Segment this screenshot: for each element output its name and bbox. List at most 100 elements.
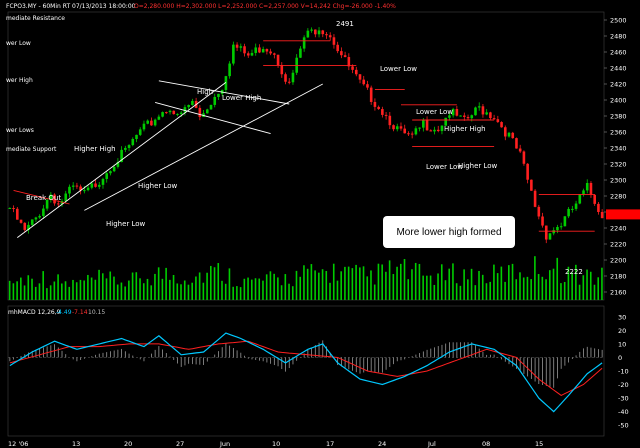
candle-body <box>179 112 183 114</box>
annotation-higher-low-3: Higher Low <box>458 162 498 170</box>
candle-body <box>526 163 529 180</box>
candle-body <box>518 148 522 152</box>
volume-bar <box>38 283 41 300</box>
candle-body <box>109 171 112 174</box>
volume-bar <box>202 282 205 300</box>
note-lower-high: wer High <box>6 77 33 84</box>
price-tick-label: 2160 <box>610 289 627 297</box>
x-axis-label: 15 <box>535 440 543 448</box>
volume-bar <box>455 283 458 300</box>
volume-bar <box>269 271 272 300</box>
volume-bar <box>485 283 488 300</box>
volume-bar <box>444 280 447 300</box>
volume-bar <box>172 274 175 300</box>
candle-body <box>567 208 570 217</box>
volume-bar <box>336 280 339 300</box>
volume-bar <box>105 278 108 300</box>
volume-bar <box>470 268 473 300</box>
candles <box>8 27 604 244</box>
x-axis: 12 '06 13 20 27 Jun 10 17 24 Jul 08 15 <box>8 440 543 448</box>
candle-body <box>38 215 41 218</box>
candle-body <box>429 130 433 132</box>
candle-body <box>433 129 436 132</box>
volume-bar <box>187 284 190 300</box>
volume-bar <box>195 276 197 300</box>
candle-body <box>310 29 313 31</box>
volume-bar <box>552 268 555 300</box>
price-tick-label: 2440 <box>610 65 627 73</box>
candle-body <box>124 147 127 150</box>
price-panel-frame <box>7 11 605 301</box>
candle-body <box>239 46 243 48</box>
candle-body <box>71 185 75 187</box>
volume-bar <box>131 272 134 300</box>
volume-bar <box>541 276 544 300</box>
candle-body <box>284 74 287 82</box>
candle-body <box>537 206 541 217</box>
candle-body <box>105 173 109 179</box>
volume-bar <box>116 284 119 300</box>
candle-body <box>205 109 209 114</box>
candle-body <box>19 219 23 223</box>
candle-body <box>287 81 291 83</box>
candle-body <box>83 190 86 192</box>
volume-bar <box>332 263 335 300</box>
volume-bar <box>27 275 30 300</box>
candle-body <box>451 109 455 116</box>
candle-body <box>224 76 228 90</box>
x-axis-label: 08 <box>482 440 490 448</box>
resistance-breakout-line <box>13 189 70 205</box>
volume-bar <box>310 264 313 300</box>
candle-body <box>176 113 179 115</box>
macd-tick-label: -20 <box>618 381 629 389</box>
volume-bar <box>139 278 141 300</box>
volume-bar <box>385 271 387 300</box>
candle-body <box>362 79 366 85</box>
volume-bar <box>414 262 417 300</box>
candle-body <box>258 47 261 53</box>
volume-bar <box>370 270 372 300</box>
candle-body <box>153 119 157 126</box>
volume-bar <box>16 281 18 300</box>
volume-bar <box>467 279 469 300</box>
x-axis-label: 27 <box>176 440 184 448</box>
candle-body <box>541 216 544 226</box>
volume-bar <box>157 267 160 300</box>
volume-bar <box>284 274 287 300</box>
volume-bar <box>340 271 342 300</box>
volume-bar <box>46 288 48 300</box>
candle-body <box>8 208 12 209</box>
x-axis-label: 24 <box>378 440 386 448</box>
candle-body <box>131 138 135 146</box>
chart-header-ohlc: O=2,280.000 H=2,302.000 L=2,252.000 C=2,… <box>134 3 396 10</box>
volume-bar <box>548 270 551 300</box>
volume-bar <box>265 274 268 300</box>
candle-body <box>49 194 53 200</box>
candle-body <box>403 128 407 134</box>
volume-bar <box>500 266 503 300</box>
candle-body <box>217 93 220 97</box>
candle-body <box>515 138 518 149</box>
volume-bar <box>440 264 443 300</box>
candle-body <box>466 116 470 119</box>
candle-body <box>161 112 164 117</box>
candle-body <box>172 110 176 115</box>
candle-body <box>325 34 328 36</box>
annotation-lower-low-3: Lower Low <box>426 163 463 171</box>
price-tick-label: 2460 <box>610 49 627 57</box>
note-resistance: mediate Resistance <box>6 15 65 22</box>
candle-body <box>585 183 589 191</box>
volume-bar <box>411 269 413 300</box>
price-tick-label: 2320 <box>610 161 627 169</box>
candle-body <box>53 194 56 204</box>
candle-body <box>481 106 485 115</box>
candle-body <box>16 208 19 220</box>
volume-bar <box>452 263 454 300</box>
macd-panel: 30 20 10 0 -10 -20 -30 -40 -50 <box>8 313 629 430</box>
price-tick-label: 2180 <box>610 273 627 281</box>
candle-body <box>243 46 246 54</box>
candle-body <box>168 110 172 113</box>
candle-body <box>64 193 68 202</box>
candle-body <box>79 186 82 191</box>
macd-label-v2: -7.14 <box>72 309 88 316</box>
